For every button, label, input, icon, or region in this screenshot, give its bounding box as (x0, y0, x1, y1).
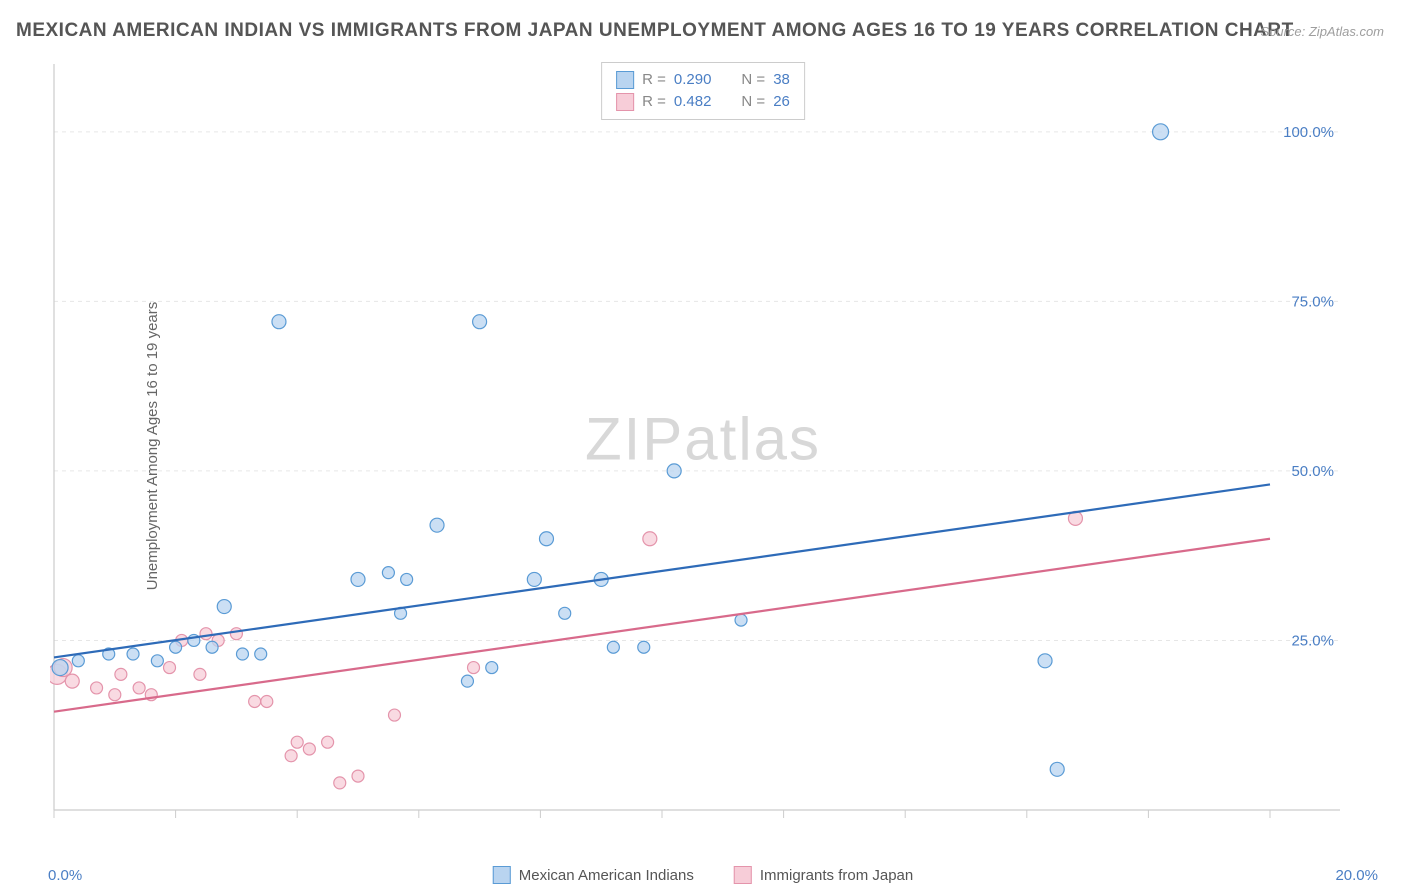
n-value: 26 (773, 91, 790, 113)
series-legend: Mexican American Indians Immigrants from… (493, 866, 913, 884)
svg-text:25.0%: 25.0% (1291, 632, 1334, 649)
svg-text:75.0%: 75.0% (1291, 293, 1334, 310)
series1-label: Mexican American Indians (519, 867, 694, 884)
legend-row-series2: R = 0.482 N = 26 (616, 91, 790, 113)
n-value: 38 (773, 69, 790, 91)
x-axis-min-label: 0.0% (48, 867, 82, 884)
series2-label: Immigrants from Japan (760, 867, 913, 884)
chart-title: MEXICAN AMERICAN INDIAN VS IMMIGRANTS FR… (16, 20, 1294, 42)
swatch-series2-icon (616, 93, 634, 111)
n-label: N = (741, 69, 765, 91)
svg-text:100.0%: 100.0% (1283, 124, 1334, 141)
r-label: R = (642, 69, 666, 91)
swatch-series2-icon (734, 866, 752, 884)
n-label: N = (741, 91, 765, 113)
r-label: R = (642, 91, 666, 113)
source-attribution: Source: ZipAtlas.com (1260, 24, 1384, 39)
correlation-legend: R = 0.290 N = 38 R = 0.482 N = 26 (601, 62, 805, 120)
r-value: 0.290 (674, 69, 712, 91)
svg-text:50.0%: 50.0% (1291, 463, 1334, 480)
swatch-series1-icon (616, 71, 634, 89)
legend-row-series1: R = 0.290 N = 38 (616, 69, 790, 91)
legend-item-series2: Immigrants from Japan (734, 866, 913, 884)
swatch-series1-icon (493, 866, 511, 884)
legend-item-series1: Mexican American Indians (493, 866, 694, 884)
r-value: 0.482 (674, 91, 712, 113)
scatter-plot: 25.0% 50.0% 75.0% 100.0% (50, 60, 1340, 840)
x-axis-max-label: 20.0% (1335, 867, 1378, 884)
